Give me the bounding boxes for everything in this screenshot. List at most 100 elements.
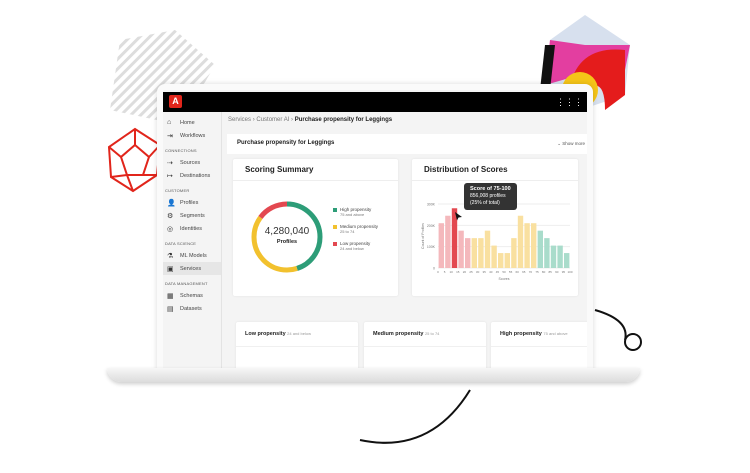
breadcrumb-services[interactable]: Services [228, 117, 252, 123]
workflow-icon: ⇥ [167, 132, 173, 140]
sidebar-item-segments[interactable]: ⚙ Segments [163, 209, 221, 222]
card-title: High propensity [500, 331, 542, 337]
histogram-bar[interactable] [517, 215, 524, 268]
breadcrumb-current: Purchase propensity for Leggings [294, 117, 393, 123]
legend-swatch [333, 225, 337, 229]
y-axis-label: Count of Profiles [421, 223, 425, 249]
sidebar-item-home[interactable]: ⌂ Home [163, 116, 221, 129]
x-tick-label: 25 [469, 270, 473, 274]
services-icon: ▣ [167, 265, 174, 273]
histogram-bar[interactable] [498, 253, 504, 268]
chart-tooltip: Score of 75-100 856,008 profiles (25% of… [464, 183, 517, 210]
histogram-bar[interactable] [491, 245, 497, 268]
sidebar-section-label: CONNECTIONS [165, 148, 197, 153]
histogram-bar[interactable] [451, 208, 458, 268]
sidebar-section-label: DATA MANAGEMENT [165, 281, 208, 286]
low-propensity-card: Low propensity 24 and below [236, 322, 358, 372]
high-propensity-card: High propensity 75 and above [491, 322, 587, 372]
total-profiles-label: Profiles [276, 239, 298, 245]
breadcrumb-separator: › [252, 117, 255, 123]
schema-icon: ▦ [167, 292, 174, 300]
show-more-label: Show more [562, 141, 585, 146]
x-tick-label: 5 [444, 270, 446, 274]
card-sub: 25 to 74 [424, 331, 440, 336]
x-tick-label: 95 [562, 270, 566, 274]
breadcrumb-customer-ai[interactable]: Customer AI [256, 117, 290, 123]
y-tick-label: 100K [427, 245, 436, 249]
adobe-logo-icon[interactable]: A [169, 95, 182, 108]
histogram-bar[interactable] [478, 238, 484, 268]
sidebar: ⌂ Home ⇥ Workflows CONNECTIONS ⇢ Sources ↦ Desti… [163, 112, 222, 372]
legend-swatch [333, 242, 337, 246]
legend-label: Medium propensity [340, 224, 379, 229]
total-profiles-value: 4,280,040 [264, 226, 310, 237]
y-tick-label: 200K [427, 224, 436, 228]
x-tick-label: 100 [567, 270, 572, 274]
identities-icon: ◎ [167, 225, 174, 233]
x-tick-label: 45 [496, 270, 500, 274]
laptop-screen: A ⋮⋮⋮ ⌂ Home ⇥ Workflows CONNECTIONS ⇢ Sources… [157, 84, 593, 372]
person-icon: 👤 [167, 199, 176, 207]
sidebar-item-profiles[interactable]: 👤 Profiles [163, 196, 221, 209]
legend-swatch [333, 208, 337, 212]
legend-high: High propensity 75 and above [333, 207, 378, 217]
laptop-base [107, 368, 640, 382]
histogram-bar[interactable] [511, 238, 517, 268]
sidebar-item-schemas[interactable]: ▦ Schemas [163, 289, 221, 302]
distribution-card: Distribution of Scores 0 100K 200K 300K 0 5 10… [412, 159, 578, 296]
x-tick-label: 20 [463, 270, 467, 274]
page-header: Purchase propensity for Leggings ⌄ Show … [227, 134, 587, 154]
histogram-bar[interactable] [438, 223, 444, 268]
sidebar-item-destinations[interactable]: ↦ Destinations [163, 169, 221, 182]
tooltip-profiles: 856,008 profiles [470, 193, 506, 199]
sidebar-item-label: Sources [180, 159, 201, 166]
histogram-bar[interactable] [504, 253, 510, 268]
sidebar-item-ml-models[interactable]: ⚗ ML Models [163, 249, 221, 262]
show-more-button[interactable]: ⌄ Show more [557, 141, 585, 146]
grid-icon[interactable]: ⋮⋮⋮ [556, 97, 583, 107]
donut-segment-medium[interactable] [251, 201, 323, 273]
sidebar-item-label: Datasets [180, 305, 202, 312]
x-tick-label: 55 [509, 270, 513, 274]
histogram-bar[interactable] [544, 238, 550, 268]
sidebar-item-label: Schemas [180, 292, 203, 299]
sidebar-item-label: Services [180, 265, 202, 272]
x-tick-label: 50 [502, 270, 506, 274]
histogram-bar[interactable] [531, 223, 537, 268]
sidebar-item-sources[interactable]: ⇢ Sources [163, 156, 221, 169]
histogram-bar[interactable] [537, 230, 543, 268]
sidebar-item-identities[interactable]: ◎ Identities [163, 222, 221, 235]
card-title: Low propensity [245, 331, 286, 337]
histogram-bar[interactable] [465, 238, 471, 268]
histogram-bar[interactable] [445, 215, 451, 268]
histogram-bar[interactable] [557, 245, 563, 268]
sidebar-item-services[interactable]: ▣ Services [163, 262, 221, 275]
donut-segment-low[interactable] [251, 201, 323, 273]
histogram-bar[interactable] [484, 230, 491, 268]
histogram-bar[interactable] [564, 253, 570, 268]
flask-icon: ⚗ [167, 252, 174, 260]
donut-chart [251, 201, 323, 273]
home-icon: ⌂ [167, 119, 172, 126]
sidebar-item-datasets[interactable]: ▤ Datasets [163, 302, 221, 315]
card-sub: 75 and above [543, 331, 568, 336]
histogram-bar[interactable] [524, 223, 530, 268]
scoring-summary-title: Scoring Summary [233, 159, 398, 181]
x-tick-label: 80 [542, 270, 546, 274]
legend-sub: 24 and below [340, 246, 364, 251]
histogram-bar[interactable] [458, 230, 464, 268]
sources-icon: ⇢ [167, 159, 173, 167]
sidebar-item-workflows[interactable]: ⇥ Workflows [163, 129, 221, 142]
x-tick-label: 75 [535, 270, 539, 274]
tooltip-title: Score of 75-100 [470, 186, 511, 192]
card-sub: 24 and below [287, 331, 311, 336]
histogram-bar[interactable] [471, 238, 477, 268]
histogram-bar[interactable] [550, 245, 557, 268]
distribution-title: Distribution of Scores [412, 159, 578, 181]
card-title: Medium propensity [373, 331, 424, 337]
breadcrumb: Services › Customer AI › Purchase propen… [228, 117, 392, 123]
x-tick-label: 35 [483, 270, 487, 274]
x-tick-label: 40 [489, 270, 493, 274]
x-tick-label: 15 [456, 270, 460, 274]
